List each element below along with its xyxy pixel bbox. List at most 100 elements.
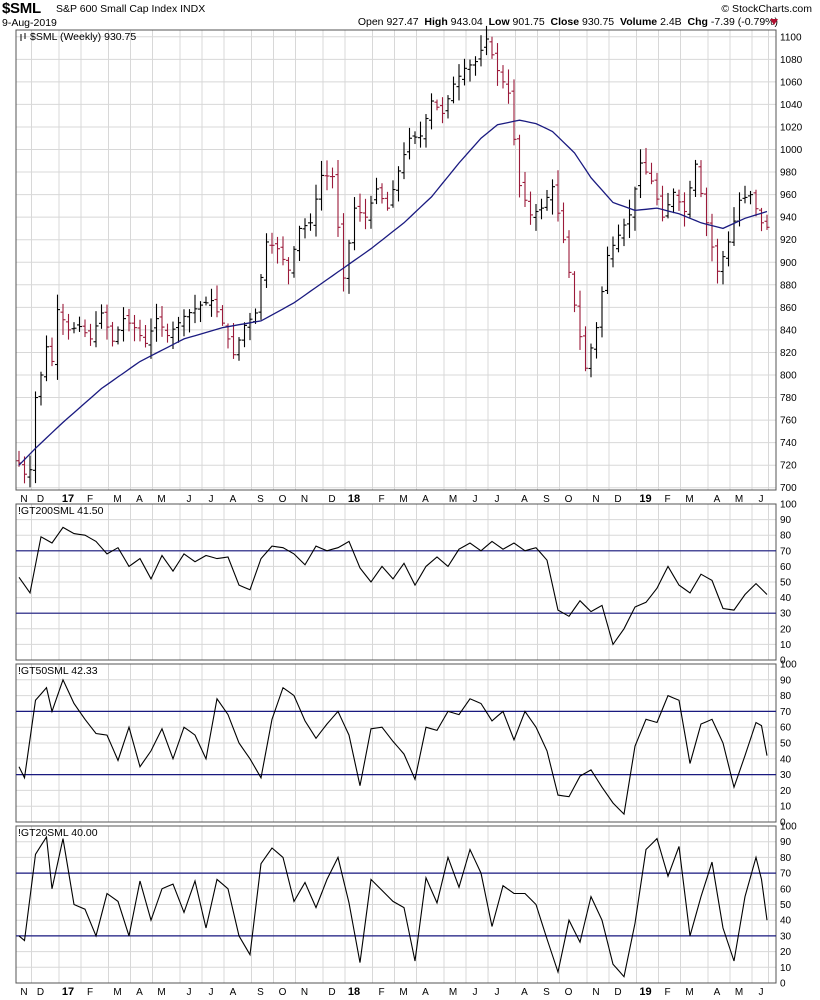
y-tick-label: 20 — [780, 624, 792, 635]
x-tick-label: N — [301, 987, 308, 998]
x-tick-label: F — [87, 494, 93, 505]
y-tick-label: 0 — [780, 818, 786, 829]
y-tick-label: 60 — [780, 723, 792, 734]
panel-3: 0 10 20 30 40 50 60 70 80 90 100 !GT50SML 42.33 — [15, 660, 797, 829]
y-tick-label: 30 — [780, 609, 792, 620]
x-tick-label: J — [187, 987, 192, 998]
x-tick-label: F — [664, 494, 670, 505]
volume-value: 2.4B — [660, 16, 682, 28]
indicator-line — [18, 678, 768, 816]
y-tick-label: 70 — [780, 869, 792, 880]
x-tick-label: D — [37, 494, 44, 505]
y-tick-label: 70 — [780, 546, 792, 557]
x-tick-label: 19 — [639, 986, 651, 998]
y-tick-label: 960 — [780, 190, 797, 201]
y-tick-label: 860 — [780, 303, 797, 314]
y-tick-label: 1100 — [780, 32, 802, 43]
x-tick-label: J — [473, 987, 478, 998]
x-tick-label: A — [422, 494, 429, 505]
y-tick-label: 780 — [780, 393, 797, 404]
y-tick-label: 10 — [780, 802, 792, 813]
x-tick-label: N — [20, 987, 27, 998]
x-tick-label: A — [521, 494, 528, 505]
x-tick-label: A — [136, 494, 143, 505]
x-tick-label: O — [565, 494, 573, 505]
y-tick-label: 20 — [780, 947, 792, 958]
x-tick-label: O — [279, 494, 287, 505]
x-tick-label: S — [543, 494, 550, 505]
copyright-notice: © StockCharts.com — [721, 3, 812, 15]
y-tick-label: 100 — [780, 500, 797, 511]
x-tick-label: M — [399, 494, 407, 505]
x-tick-label: N — [592, 494, 599, 505]
x-tick-label: M — [735, 494, 743, 505]
indicator-line — [18, 526, 768, 646]
x-tick-label: A — [714, 987, 721, 998]
y-tick-label: 920 — [780, 235, 797, 246]
volume-label: Volume — [620, 16, 658, 28]
symbol-description: S&P 600 Small Cap Index INDX — [56, 3, 206, 15]
panel-frame — [15, 663, 777, 823]
x-tick-label: J — [759, 494, 764, 505]
y-tick-label: 40 — [780, 593, 792, 604]
x-tick-label: A — [714, 494, 721, 505]
x-tick-label: M — [113, 494, 121, 505]
x-tick-label: A — [136, 987, 143, 998]
down-arrow-icon — [770, 19, 778, 25]
y-tick-label: 90 — [780, 837, 792, 848]
y-tick-label: 80 — [780, 531, 792, 542]
y-tick-label: 90 — [780, 515, 792, 526]
y-tick-label: 80 — [780, 691, 792, 702]
x-tick-label: A — [230, 494, 237, 505]
x-tick-label: 18 — [348, 986, 360, 998]
y-tick-label: 0 — [780, 656, 786, 667]
y-tick-label: 740 — [780, 438, 797, 449]
y-tick-label: 40 — [780, 916, 792, 927]
x-tick-label: O — [565, 987, 573, 998]
y-tick-label: 80 — [780, 853, 792, 864]
x-tick-label: D — [37, 987, 44, 998]
x-tick-label: D — [614, 987, 621, 998]
y-tick-label: 700 — [780, 483, 797, 494]
x-tick-label: J — [495, 494, 500, 505]
open-label: Open — [357, 16, 384, 28]
x-tick-label: M — [449, 987, 457, 998]
panel-label: $SML (Weekly) 930.75 — [30, 31, 136, 43]
panel-1: 700 720 740 760 780 800 820 840 860 880 900 920 940 9… — [15, 25, 803, 505]
x-tick-label: M — [399, 987, 407, 998]
low-value: 901.75 — [512, 16, 545, 28]
y-tick-label: 840 — [780, 325, 797, 336]
x-tick-label: M — [113, 987, 121, 998]
y-tick-label: 760 — [780, 416, 797, 427]
y-tick-label: 800 — [780, 371, 797, 382]
y-tick-label: 40 — [780, 754, 792, 765]
x-tick-label: J — [187, 494, 192, 505]
x-tick-label: 17 — [62, 986, 74, 998]
chart-date: 9-Aug-2019 — [2, 17, 57, 29]
x-tick-label: J — [495, 987, 500, 998]
x-tick-label: F — [664, 987, 670, 998]
y-tick-label: 1060 — [780, 77, 803, 88]
panel-label: !GT20SML 40.00 — [18, 827, 98, 839]
y-tick-label: 20 — [780, 786, 792, 797]
open-value: 927.47 — [386, 16, 419, 28]
high-value: 943.04 — [450, 16, 483, 28]
x-tick-label: S — [257, 987, 264, 998]
x-tick-label: J — [759, 987, 764, 998]
y-tick-label: 30 — [780, 931, 792, 942]
x-tick-label: F — [378, 494, 384, 505]
chg-label: Chg — [687, 16, 708, 28]
x-tick-label: M — [157, 494, 165, 505]
x-tick-label: M — [735, 987, 743, 998]
x-tick-label: M — [449, 494, 457, 505]
panel-frame — [15, 29, 777, 491]
y-tick-label: 980 — [780, 168, 797, 179]
close-label: Close — [550, 16, 580, 28]
y-tick-label: 1020 — [780, 122, 803, 133]
x-tick-label: M — [685, 494, 693, 505]
y-tick-label: 100 — [780, 660, 797, 671]
y-tick-label: 1000 — [780, 145, 803, 156]
y-tick-label: 60 — [780, 562, 792, 573]
